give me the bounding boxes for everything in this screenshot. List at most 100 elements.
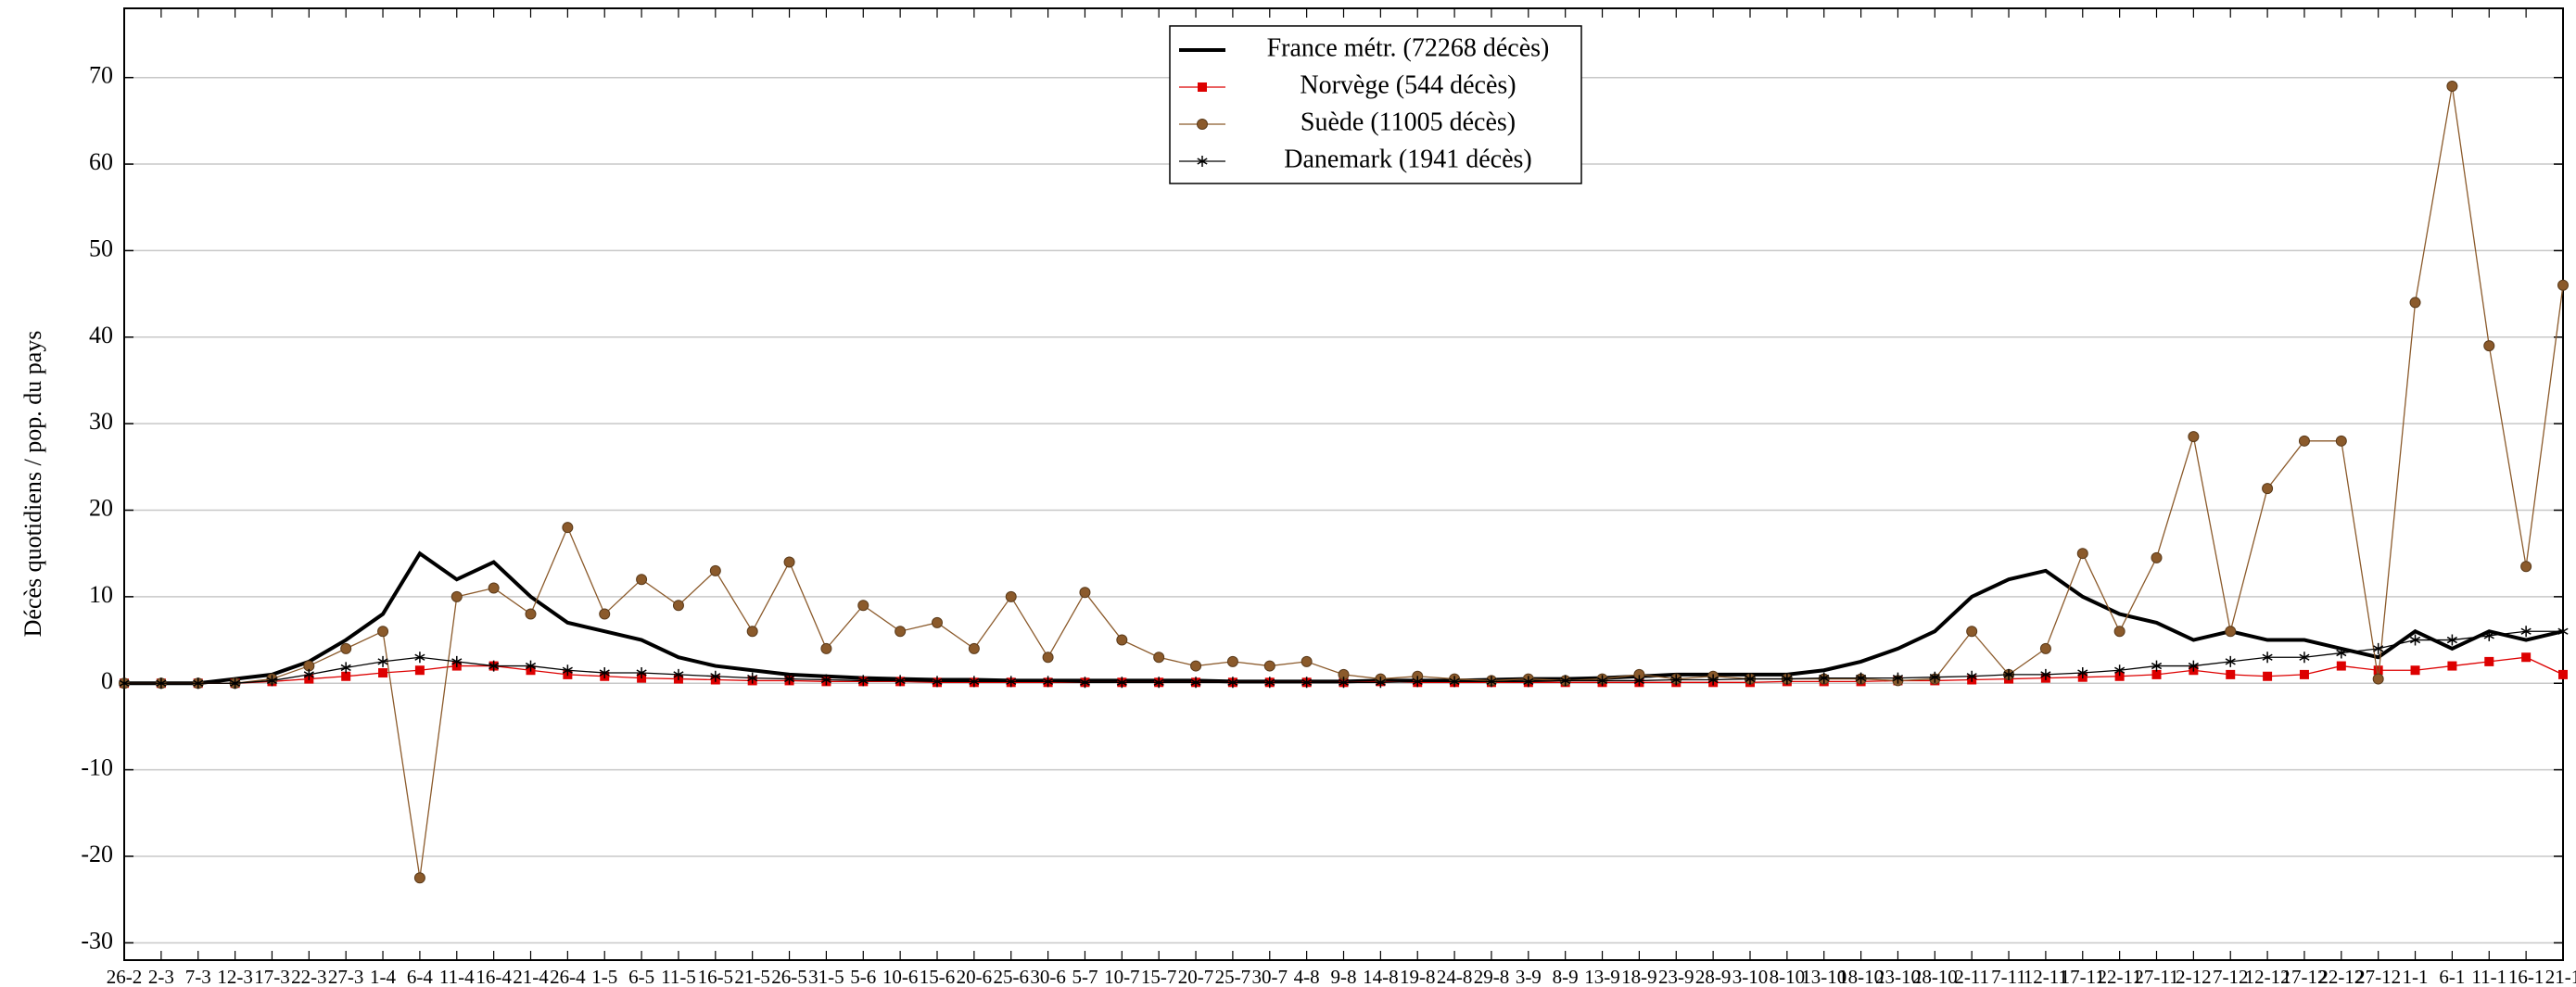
legend-box (1169, 25, 1582, 184)
marker (1301, 677, 1313, 689)
marker (2262, 652, 2273, 664)
x-tick-label: 26-2 (107, 966, 143, 987)
marker (2225, 626, 2237, 638)
y-tick-label: 50 (89, 234, 113, 261)
marker (1006, 676, 1017, 688)
marker (525, 608, 537, 620)
x-tick-label: 10-7 (1104, 966, 1140, 987)
y-tick-label: 70 (89, 62, 113, 89)
marker (2336, 661, 2346, 671)
x-tick-label: 25-7 (1215, 966, 1251, 987)
x-tick-label: 2-3 (148, 966, 174, 987)
marker (2003, 668, 2014, 680)
marker (2409, 297, 2421, 309)
marker (820, 642, 832, 654)
marker (341, 671, 351, 681)
marker (2151, 660, 2163, 672)
series-line (124, 85, 2564, 879)
marker (2226, 669, 2236, 679)
marker (1892, 672, 1904, 684)
legend-label: France métr. (72268 décès) (1267, 33, 1550, 62)
marker (340, 642, 352, 654)
marker (857, 675, 869, 687)
x-tick-label: 28-10 (1912, 966, 1958, 987)
marker (599, 608, 611, 620)
x-tick-label: 18-10 (1838, 966, 1884, 987)
marker (2520, 626, 2532, 638)
marker (413, 872, 425, 884)
y-tick-label: 0 (101, 667, 113, 694)
marker (1005, 590, 1017, 602)
marker (1375, 677, 1386, 689)
marker (156, 677, 167, 690)
x-tick-label: 22-11 (2098, 966, 2142, 987)
marker (968, 642, 980, 654)
x-tick-label: 7-3 (185, 966, 211, 987)
marker (783, 673, 795, 685)
x-tick-label: 20-7 (1178, 966, 1214, 987)
marker (969, 676, 980, 688)
marker (820, 674, 831, 686)
x-tick-label: 3-9 (1516, 966, 1542, 987)
marker (2114, 671, 2125, 681)
marker (1856, 672, 1867, 684)
y-tick-label: 40 (89, 322, 113, 348)
marker (1198, 82, 1207, 92)
legend-label: Danemark (1941 décès) (1284, 145, 1531, 173)
marker (673, 668, 684, 680)
y-tick-label: 10 (89, 581, 113, 608)
marker (489, 660, 500, 672)
marker (266, 675, 278, 687)
marker (2557, 279, 2569, 291)
x-tick-label: 25-6 (993, 966, 1029, 987)
x-tick-label: 22-12 (2318, 966, 2364, 987)
marker (1560, 675, 1571, 687)
marker (1079, 587, 1091, 599)
x-tick-label: 21-5 (734, 966, 770, 987)
marker (672, 600, 684, 612)
x-tick-label: 13-10 (1801, 966, 1846, 987)
marker (2373, 642, 2384, 654)
marker (377, 655, 388, 667)
marker (1486, 676, 1497, 688)
marker (2372, 673, 2384, 685)
x-tick-label: 19-8 (1400, 966, 1436, 987)
x-tick-label: 27-11 (2134, 966, 2178, 987)
marker (599, 667, 610, 679)
marker (783, 556, 795, 568)
marker (230, 677, 241, 690)
x-tick-label: 27-3 (328, 966, 364, 987)
x-tick-label: 29-8 (1474, 966, 1510, 987)
marker (1226, 655, 1238, 667)
marker (1197, 119, 1208, 130)
marker (1153, 652, 1165, 664)
x-tick-label: 27-12 (2355, 966, 2401, 987)
x-tick-label: 26-5 (771, 966, 807, 987)
marker (119, 677, 130, 690)
x-tick-label: 20-6 (957, 966, 993, 987)
marker (2151, 551, 2163, 563)
marker (2410, 665, 2420, 676)
marker (895, 626, 907, 638)
marker (932, 676, 943, 688)
marker (1042, 652, 1054, 664)
x-tick-label: 11-1 (2471, 966, 2506, 987)
x-tick-label: 13-9 (1584, 966, 1620, 987)
x-tick-label: 26-4 (550, 966, 586, 987)
marker (2409, 634, 2421, 646)
x-tick-label: 18-9 (1621, 966, 1657, 987)
x-tick-label: 10-6 (882, 966, 919, 987)
marker (1190, 677, 1201, 689)
marker (932, 616, 943, 628)
marker (1043, 676, 1054, 688)
y-tick-label: -30 (81, 927, 113, 954)
marker (2039, 642, 2051, 654)
x-tick-label: 2-12 (2176, 966, 2212, 987)
marker (2446, 81, 2458, 93)
x-tick-label: 7-11 (1991, 966, 2026, 987)
marker (1966, 626, 1978, 638)
marker (450, 590, 463, 602)
marker (1263, 660, 1275, 672)
y-tick-label: -10 (81, 754, 113, 781)
marker (2263, 671, 2273, 681)
